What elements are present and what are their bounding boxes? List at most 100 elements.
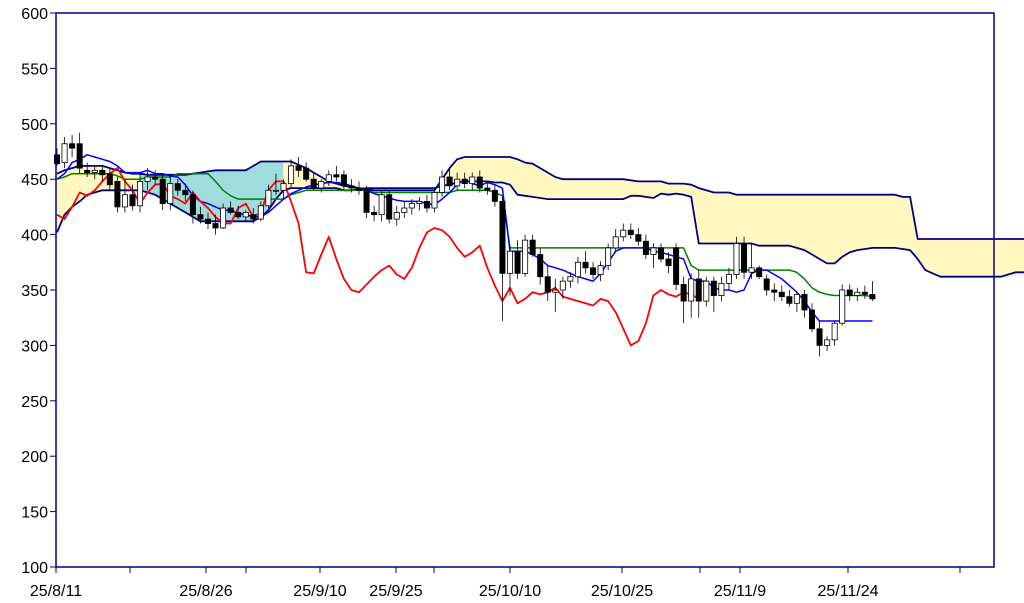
candle [506,245,513,296]
candle [144,168,151,191]
candle-body [590,267,597,275]
cloud-segment [645,181,654,199]
candle [401,201,408,218]
candle-body [295,165,302,171]
x-tick-label: 25/9/10 [293,583,346,600]
candle-body [461,178,468,185]
cloud-upper-line [56,156,1024,240]
candle [227,201,234,215]
cloud-segment [562,178,571,200]
candle [688,273,695,318]
cloud-segment [743,194,752,244]
candle [635,227,642,246]
candle [605,243,612,271]
candle-body [786,296,793,304]
candle-body [718,282,725,296]
candle-body [559,280,566,291]
cloud-segment [879,194,888,249]
candle [446,168,453,191]
candle-body [393,212,400,220]
candle [627,223,634,240]
candle [748,243,755,279]
candle-body [499,200,506,274]
cloud-segment [766,194,775,246]
y-tick-label: 100 [21,560,48,577]
candle-body [220,207,227,229]
candle-body [839,289,846,324]
candle [793,292,800,313]
candle [741,236,748,279]
candle-body [61,143,68,163]
cloud-segment [200,171,209,222]
y-tick-label: 400 [21,228,48,245]
cloud-segment [962,238,971,277]
candle [242,210,249,222]
cloud-segment [592,178,601,200]
candle [816,321,823,357]
cloud-segment [494,156,503,183]
candle [831,321,838,346]
cloud-segment [970,238,979,277]
y-tick-label: 600 [21,6,48,23]
candle-body [182,189,189,196]
candle [303,162,310,182]
candle-body [771,289,778,293]
cloud-segment [826,194,835,264]
candle-body [650,247,657,255]
cloud-segment [985,238,994,277]
candle [340,170,347,191]
candle-body [378,194,385,216]
cloud-segment [925,238,934,274]
candle [846,284,853,302]
cloud-segment [728,192,737,244]
candle-body [605,247,612,267]
candle-body [703,280,710,302]
candle [854,287,861,302]
candle [189,190,196,224]
candle [152,170,159,185]
candle [869,281,876,302]
cloud-segment [1008,238,1017,275]
x-tick-label: 25/10/25 [591,583,653,600]
y-tick-label: 550 [21,61,48,78]
cloud-segment [600,178,609,200]
cloud-segment [819,194,828,264]
y-tick-label: 250 [21,394,48,411]
candle [99,165,106,182]
candle-body [552,289,559,293]
candle [325,170,332,186]
candle [416,196,423,211]
candle-body [129,194,136,207]
candle-body [642,240,649,255]
candle-body [167,183,174,204]
cloud-segment [517,158,526,197]
cloud-segment [789,194,798,249]
candle-body [189,194,196,216]
candle [204,212,211,230]
x-tick-label: 25/8/11 [30,583,82,600]
candle [597,261,604,282]
candle [318,179,325,193]
candle-body [106,173,113,186]
cloud-segment [857,194,866,251]
x-tick-label: 25/11/24 [817,583,878,600]
candle-body [597,265,604,275]
candle [567,272,574,288]
candle [658,243,665,263]
candle [529,234,536,257]
candle [235,205,242,220]
candle [499,196,506,322]
candle-body [288,165,295,185]
x-tick-label: 25/9/25 [369,583,422,600]
cloud-segment [736,194,745,244]
candle [348,179,355,193]
candle-body [318,181,325,189]
candle-body [522,239,529,274]
candle-body [454,178,461,187]
candle [620,223,627,242]
candle-body [861,291,868,295]
cloud-segment [555,176,564,200]
ichimoku-cloud [56,156,1024,278]
candle [461,172,468,189]
